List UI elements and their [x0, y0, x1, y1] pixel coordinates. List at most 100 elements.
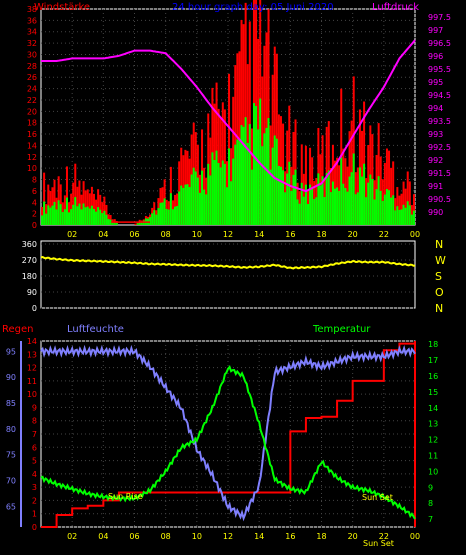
humidity-y-tick: 65 — [6, 502, 16, 511]
wind-bar — [201, 170, 204, 225]
wind-bar — [115, 222, 118, 225]
gust-bar — [134, 223, 137, 225]
pressure-y-tick: 996.5 — [428, 39, 451, 48]
gust-bar — [240, 19, 243, 225]
compass-label: S — [435, 270, 442, 283]
wind-bar — [82, 203, 85, 225]
wind-bar — [80, 209, 83, 225]
wind-bar — [184, 184, 187, 225]
compass-label: W — [435, 254, 446, 267]
gust-bar — [242, 24, 245, 225]
direction-y-tick: 360 — [22, 240, 37, 249]
wind-bar — [72, 204, 75, 225]
wind-bar — [192, 167, 195, 225]
wind-bar — [155, 214, 158, 225]
gust-bar — [379, 156, 382, 225]
gust-bar — [65, 166, 68, 225]
wind-bar — [327, 170, 330, 225]
wind-bar — [344, 187, 347, 225]
wind-bar — [215, 150, 218, 225]
gust-bar — [236, 53, 239, 226]
wind-strength-label: Windstärke — [34, 2, 90, 13]
climate-x-tick: 12 — [223, 532, 233, 541]
gust-bar — [400, 193, 403, 225]
wind-bar — [342, 183, 345, 225]
wind-y-tick: 14 — [27, 141, 37, 150]
gust-bar — [244, 2, 247, 226]
wind-bar — [228, 148, 231, 225]
wind-bar — [188, 187, 191, 225]
wind-bar — [176, 205, 179, 225]
gust-bar — [267, 9, 270, 226]
rain-y-tick: 0 — [32, 523, 37, 532]
wind-bar — [86, 206, 89, 225]
pressure-y-tick: 995 — [428, 78, 443, 87]
wind-bar — [294, 169, 297, 225]
wind-x-tick: 14 — [254, 230, 264, 239]
temperature-label: Temperatur — [312, 324, 371, 335]
wind-bar — [219, 167, 222, 225]
wind-bar — [99, 209, 102, 225]
wind-bar — [43, 201, 46, 225]
wind-y-tick: 16 — [27, 130, 37, 139]
temperature-y-tick: 16 — [428, 372, 438, 381]
wind-bar — [205, 194, 208, 225]
wind-bar — [296, 199, 299, 225]
wind-bar — [68, 212, 71, 225]
temperature-y-tick: 17 — [428, 356, 438, 365]
direction-y-tick: 90 — [27, 288, 37, 297]
wind-bar — [57, 200, 60, 225]
wind-bar — [261, 146, 264, 225]
wind-x-tick: 22 — [379, 230, 389, 239]
temperature-y-tick: 13 — [428, 420, 438, 429]
wind-x-tick: 08 — [161, 230, 171, 239]
wind-y-tick: 30 — [27, 50, 37, 59]
wind-bar — [194, 171, 197, 225]
wind-bar — [313, 199, 316, 225]
wind-bar — [338, 190, 341, 225]
wind-bar — [375, 189, 378, 225]
wind-bar — [348, 176, 351, 225]
wind-bar — [412, 210, 415, 225]
wind-bar — [402, 204, 405, 225]
wind-bar — [284, 192, 287, 225]
wind-bar — [190, 174, 193, 225]
wind-bar — [186, 184, 189, 225]
rain-y-tick: 11 — [27, 377, 37, 386]
wind-bar — [383, 194, 386, 225]
wind-bar — [151, 213, 154, 225]
wind-bar — [138, 221, 141, 225]
wind-bar — [252, 103, 255, 225]
wind-bar — [76, 206, 79, 225]
gust-bar — [390, 167, 393, 225]
rain-y-tick: 3 — [32, 483, 37, 492]
pressure-line — [41, 39, 416, 193]
wind-bar — [161, 202, 164, 225]
wind-bar — [244, 117, 247, 225]
temperature-y-tick: 15 — [428, 388, 438, 397]
wind-bar — [290, 190, 293, 225]
wind-y-tick: 2 — [32, 210, 37, 219]
wind-bar — [95, 211, 98, 225]
wind-bar — [377, 176, 380, 225]
wind-y-tick: 38 — [27, 5, 37, 14]
wind-y-tick: 36 — [27, 16, 37, 25]
wind-bar — [97, 207, 100, 225]
wind-bar — [180, 185, 183, 225]
wind-pressure-panel: 0246810121416182022242628303234363899099… — [27, 0, 451, 239]
gust-bar — [392, 161, 395, 225]
wind-bar — [404, 207, 407, 225]
gust-bar — [358, 109, 361, 225]
pressure-y-tick: 991 — [428, 182, 443, 191]
wind-bar — [153, 210, 156, 225]
rain-y-tick: 6 — [32, 443, 37, 452]
wind-bar — [352, 153, 355, 225]
wind-bar — [300, 182, 303, 225]
wind-bar — [286, 173, 289, 225]
wind-bar — [406, 201, 409, 225]
climate-x-tick: 18 — [316, 532, 326, 541]
wind-bar — [211, 152, 214, 225]
wind-bar — [196, 177, 199, 225]
humidity-y-tick: 70 — [6, 477, 16, 486]
wind-bar — [319, 185, 322, 225]
